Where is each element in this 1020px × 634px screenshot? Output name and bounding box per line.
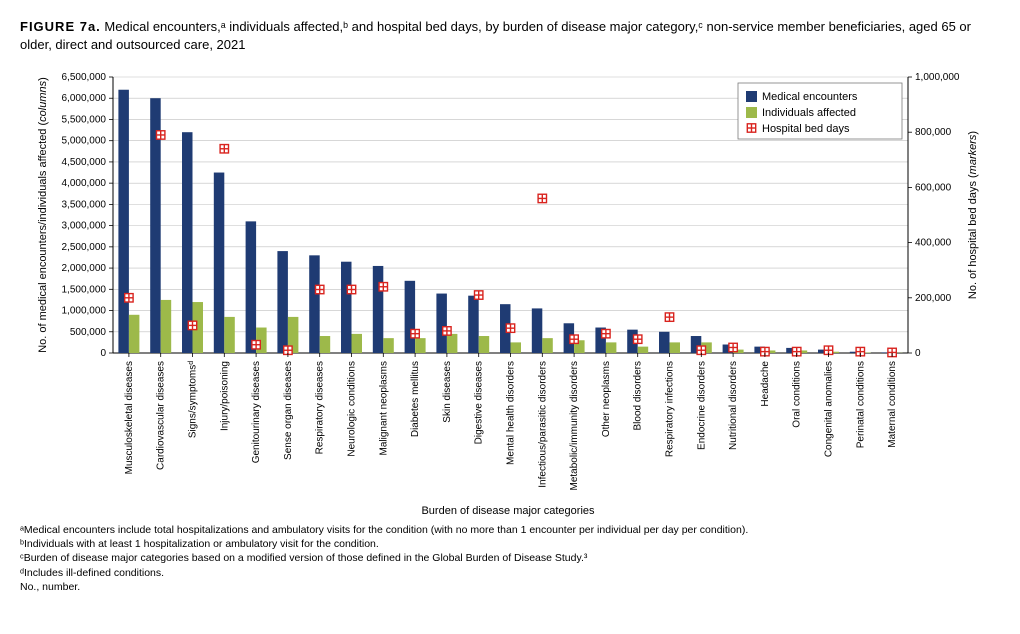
footnote: No., number. — [20, 580, 1000, 594]
svg-text:Injury/poisoning: Injury/poisoning — [219, 361, 230, 431]
svg-text:Respiratory diseases: Respiratory diseases — [315, 361, 326, 454]
svg-text:Hospital bed days: Hospital bed days — [762, 123, 850, 135]
svg-text:Oral conditions: Oral conditions — [792, 361, 803, 428]
svg-text:No. of hospital bed days (mark: No. of hospital bed days (markers) — [967, 131, 979, 299]
svg-text:Infectious/parasitic disorders: Infectious/parasitic disorders — [537, 361, 548, 488]
svg-text:Congenital anomalies: Congenital anomalies — [824, 361, 835, 457]
footnote: ᶜBurden of disease major categories base… — [20, 551, 1000, 565]
footnote: ᵈIncludes ill-defined conditions. — [20, 566, 1000, 580]
svg-text:Musculoskeletal diseases: Musculoskeletal diseases — [124, 361, 135, 474]
svg-text:Nutritional disorders: Nutritional disorders — [728, 361, 739, 450]
svg-text:3,000,000: 3,000,000 — [62, 221, 107, 232]
svg-text:400,000: 400,000 — [915, 238, 952, 249]
svg-text:Metabolic/immunity disorders: Metabolic/immunity disorders — [569, 361, 580, 491]
svg-text:0: 0 — [915, 348, 921, 359]
svg-text:600,000: 600,000 — [915, 182, 952, 193]
svg-text:6,000,000: 6,000,000 — [62, 93, 107, 104]
svg-text:Skin diseases: Skin diseases — [442, 361, 453, 423]
figure-caption: Medical encounters,ᵃ individuals affecte… — [20, 19, 971, 52]
chart-svg: 0 500,000 1,000,000 1,500,000 2,000,000 2,500… — [28, 63, 988, 503]
figure-title: FIGURE 7a. Medical encounters,ᵃ individu… — [20, 18, 1000, 53]
svg-text:Medical encounters: Medical encounters — [762, 91, 858, 103]
svg-text:Genitourinary diseases: Genitourinary diseases — [251, 361, 262, 463]
svg-text:Blood disorders: Blood disorders — [633, 361, 644, 430]
svg-text:1,500,000: 1,500,000 — [62, 284, 107, 295]
chart-container: 0 500,000 1,000,000 1,500,000 2,000,000 2,500… — [28, 63, 988, 503]
svg-text:Headache: Headache — [760, 361, 771, 407]
svg-text:Endocrine disorders: Endocrine disorders — [696, 361, 707, 450]
figure-number: FIGURE 7a. — [20, 19, 101, 34]
svg-text:5,500,000: 5,500,000 — [62, 115, 107, 126]
svg-text:1,000,000: 1,000,000 — [62, 306, 107, 317]
footnote: ᵃMedical encounters include total hospit… — [20, 523, 1000, 537]
svg-text:0: 0 — [100, 348, 106, 359]
x-axis-title: Burden of disease major categories — [28, 505, 988, 517]
svg-text:3,500,000: 3,500,000 — [62, 199, 107, 210]
svg-text:200,000: 200,000 — [915, 293, 952, 304]
svg-text:Diabetes mellitus: Diabetes mellitus — [410, 361, 421, 437]
svg-text:2,000,000: 2,000,000 — [62, 263, 107, 274]
footnote: ᵇIndividuals with at least 1 hospitaliza… — [20, 537, 1000, 551]
svg-text:4,500,000: 4,500,000 — [62, 157, 107, 168]
svg-text:2,500,000: 2,500,000 — [62, 242, 107, 253]
svg-text:Neurologic conditions: Neurologic conditions — [347, 361, 358, 457]
footnotes: ᵃMedical encounters include total hospit… — [20, 523, 1000, 594]
svg-text:Sense organ diseases: Sense organ diseases — [283, 361, 294, 460]
svg-text:Individuals affected: Individuals affected — [762, 107, 856, 119]
svg-text:Respiratory infections: Respiratory infections — [665, 361, 676, 457]
svg-text:5,000,000: 5,000,000 — [62, 136, 107, 147]
svg-text:Signs/symptomsᵈ: Signs/symptomsᵈ — [188, 361, 199, 438]
svg-text:Digestive diseases: Digestive diseases — [474, 361, 485, 444]
svg-text:6,500,000: 6,500,000 — [62, 72, 107, 83]
svg-text:Perinatal conditions: Perinatal conditions — [855, 361, 866, 448]
svg-text:500,000: 500,000 — [70, 327, 107, 338]
svg-text:Mental health disorders: Mental health disorders — [506, 361, 517, 465]
svg-text:800,000: 800,000 — [915, 127, 952, 138]
svg-text:No. of medical encounters/indi: No. of medical encounters/individuals af… — [37, 77, 49, 353]
svg-text:Cardiovascular diseases: Cardiovascular diseases — [156, 361, 167, 470]
svg-text:Other neoplasms: Other neoplasms — [601, 361, 612, 437]
svg-text:4,000,000: 4,000,000 — [62, 178, 107, 189]
svg-text:Maternal conditions: Maternal conditions — [887, 361, 898, 448]
svg-text:1,000,000: 1,000,000 — [915, 72, 960, 83]
svg-text:Malignant neoplasms: Malignant neoplasms — [378, 361, 389, 456]
